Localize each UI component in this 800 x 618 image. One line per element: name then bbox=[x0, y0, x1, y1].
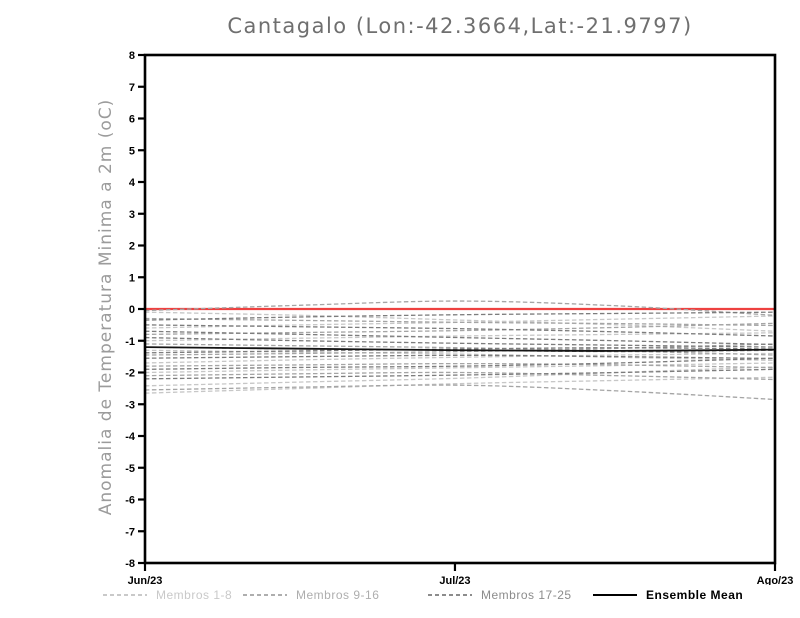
y-tick-label: 4 bbox=[129, 177, 136, 189]
y-tick-label: 5 bbox=[129, 145, 135, 157]
ensemble-member-line bbox=[144, 343, 776, 356]
y-tick-label: -8 bbox=[125, 558, 135, 570]
ensemble-member-line bbox=[144, 352, 776, 364]
dashed-line-swatch bbox=[428, 594, 472, 596]
ensemble-member-line bbox=[144, 332, 776, 342]
y-tick-label: 6 bbox=[129, 114, 135, 126]
legend-item-membros-1-8: Membros 1-8 bbox=[103, 588, 232, 602]
ensemble-member-line bbox=[144, 317, 776, 327]
ensemble-member-line bbox=[144, 311, 776, 321]
legend-label: Ensemble Mean bbox=[646, 588, 744, 602]
y-tick-label: -1 bbox=[125, 336, 135, 348]
ensemble-member-line bbox=[144, 336, 776, 348]
ensemble-member-line bbox=[144, 384, 776, 401]
ensemble-member-line bbox=[144, 330, 776, 346]
ensemble-member-line bbox=[144, 300, 776, 316]
legend-item-ensemble-mean: Ensemble Mean bbox=[593, 588, 743, 602]
y-tick-label: -4 bbox=[125, 431, 136, 443]
ensemble-mean-line bbox=[144, 346, 776, 352]
ensemble-member-line bbox=[144, 376, 776, 394]
y-tick-label: 8 bbox=[129, 50, 135, 62]
y-tick-label: 1 bbox=[129, 272, 135, 284]
axis-frame bbox=[143, 53, 777, 565]
x-tick-label: Jun/23 bbox=[128, 575, 163, 585]
y-tick-label: -5 bbox=[125, 463, 135, 475]
ensemble-member-line bbox=[144, 311, 776, 332]
y-tick-label: -2 bbox=[125, 368, 135, 380]
ensemble-member-line bbox=[144, 362, 776, 369]
ensemble-member-line bbox=[144, 343, 776, 356]
legend: Membros 1-8 Membros 9-16 Membros 17-25 E… bbox=[0, 588, 800, 606]
dashed-line-swatch bbox=[103, 594, 147, 596]
y-tick-label: -7 bbox=[125, 526, 135, 538]
y-tick-label: 7 bbox=[129, 82, 135, 94]
dashed-line-swatch bbox=[243, 594, 287, 596]
y-tick-label: 2 bbox=[129, 241, 135, 253]
chart-title: Cantagalo (Lon:-42.3664,Lat:-21.9797) bbox=[227, 14, 693, 38]
ensemble-member-line bbox=[144, 357, 776, 370]
legend-label: Membros 1-8 bbox=[156, 588, 233, 602]
y-tick-label: 3 bbox=[129, 209, 135, 221]
ensemble-member-line bbox=[144, 324, 776, 337]
x-tick-label: Jul/23 bbox=[439, 575, 470, 585]
ensemble-member-line bbox=[144, 368, 776, 380]
chart-canvas: -8 -7 -6 -5 -4 -3 -2 -1 0 1 2 3 4 5 6 7 8 Jun/23 Jul/23 Ago… bbox=[125, 50, 794, 587]
legend-label: Membros 17-25 bbox=[481, 588, 572, 602]
y-tick-label: 0 bbox=[129, 304, 135, 316]
legend-item-membros-17-25: Membros 17-25 bbox=[428, 588, 572, 602]
x-tick-label: Ago/23 bbox=[757, 575, 794, 585]
ensemble-member-line bbox=[144, 349, 776, 362]
legend-label: Membros 9-16 bbox=[296, 588, 380, 602]
ensemble-member-line bbox=[144, 362, 776, 374]
ensemble-member-line bbox=[144, 371, 776, 381]
ensemble-member-line bbox=[144, 366, 776, 387]
ensemble-member-line bbox=[144, 322, 776, 336]
y-tick-label: -6 bbox=[125, 495, 135, 507]
solid-line-swatch bbox=[593, 594, 637, 596]
legend-item-membros-9-16: Membros 9-16 bbox=[243, 588, 379, 602]
plot-area: -8 -7 -6 -5 -4 -3 -2 -1 0 1 2 3 4 5 6 7 8 Jun/23 Jul/23 Ago… bbox=[95, 45, 800, 587]
y-tick-label: -3 bbox=[125, 399, 135, 411]
ensemble-member-line bbox=[144, 354, 776, 360]
ensemble-member-line bbox=[144, 347, 776, 354]
